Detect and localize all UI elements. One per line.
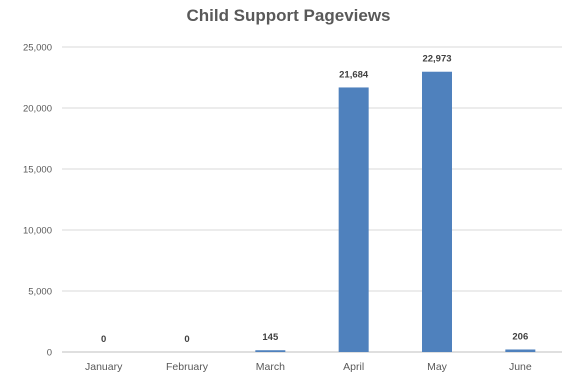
bar-may xyxy=(422,71,452,352)
data-label: 22,973 xyxy=(422,54,451,65)
bar-april xyxy=(338,87,369,352)
y-tick-label: 5,000 xyxy=(28,287,52,298)
data-label: 0 xyxy=(101,334,106,345)
y-tick-label: 20,000 xyxy=(23,104,52,115)
x-tick-label: May xyxy=(427,361,448,373)
y-tick-label: 0 xyxy=(47,348,52,359)
y-tick-label: 15,000 xyxy=(23,165,52,176)
x-tick-label: April xyxy=(343,361,364,373)
data-label: 206 xyxy=(512,331,528,342)
bar-march xyxy=(255,350,286,352)
chart-title: Child Support Pageviews xyxy=(186,6,391,25)
x-tick-label: June xyxy=(509,361,532,373)
data-label: 145 xyxy=(262,332,279,343)
x-tick-label: January xyxy=(85,361,123,373)
data-label: 21,684 xyxy=(339,69,369,80)
data-label: 0 xyxy=(184,334,189,345)
x-tick-label: February xyxy=(166,361,209,373)
y-tick-label: 25,000 xyxy=(23,43,52,54)
bar-june xyxy=(505,349,536,352)
x-tick-label: March xyxy=(256,361,285,373)
y-tick-label: 10,000 xyxy=(23,226,52,237)
